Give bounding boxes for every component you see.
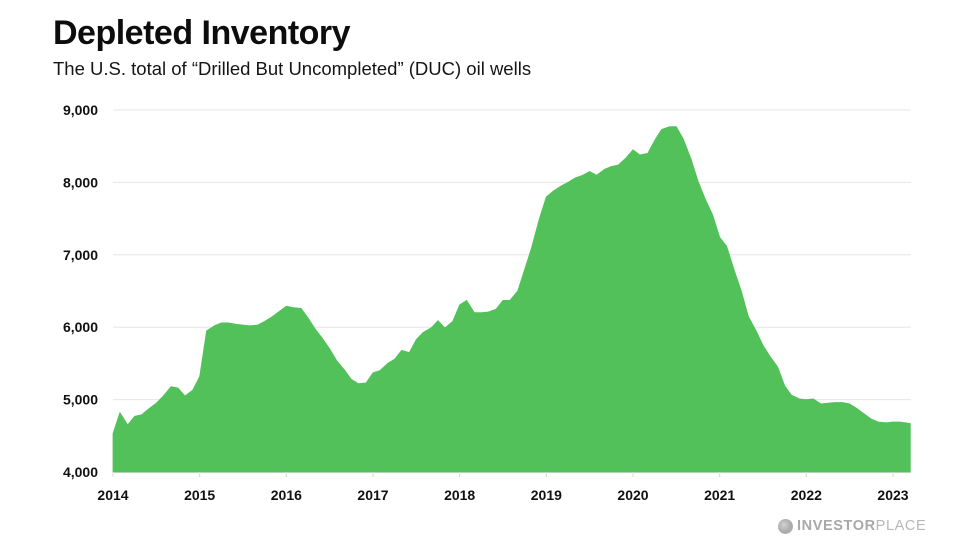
x-tick-label: 2016: [271, 487, 302, 503]
x-tick-label: 2021: [704, 487, 735, 503]
watermark-brand-bold: INVESTOR: [797, 518, 876, 534]
area-series-duc-wells: [112, 126, 911, 473]
x-tick-label: 2022: [791, 487, 822, 503]
chart-title: Depleted Inventory: [53, 14, 351, 52]
x-tick-label: 2018: [444, 487, 475, 503]
x-tick-label: 2015: [184, 487, 215, 503]
y-axis: 4,000 5,000 6,000 7,000 8,000 9,000: [63, 102, 98, 480]
investorplace-watermark: INVESTOR PLACE: [778, 518, 926, 534]
x-tick-label: 2014: [97, 487, 128, 503]
x-axis-ticks: [112, 472, 894, 477]
x-tick-label: 2019: [531, 487, 562, 503]
plot-area: [112, 126, 911, 473]
y-tick-label: 5,000: [63, 392, 98, 408]
y-tick-label: 9,000: [63, 102, 98, 118]
watermark-brand-light: PLACE: [875, 518, 927, 534]
globe-logo-icon: [778, 518, 793, 534]
chart-subtitle: The U.S. total of “Drilled But Uncomplet…: [53, 58, 532, 79]
x-tick-label: 2023: [877, 487, 908, 503]
x-tick-label: 2017: [357, 487, 388, 503]
y-tick-label: 4,000: [63, 464, 98, 480]
x-tick-label: 2020: [617, 487, 648, 503]
y-tick-label: 6,000: [63, 319, 98, 335]
x-axis: 2014 2015 2016 2017 2018 2019 2020 2021 2022 2023: [97, 487, 908, 503]
y-tick-label: 8,000: [63, 174, 98, 190]
y-tick-label: 7,000: [63, 247, 98, 263]
